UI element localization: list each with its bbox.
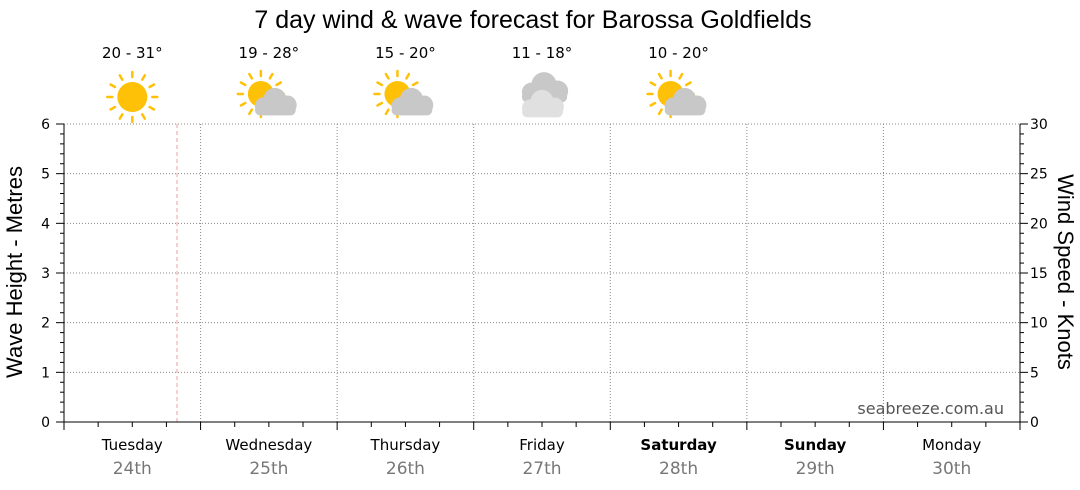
y-right-tick-label: 5 — [1030, 365, 1039, 381]
sun-ray — [248, 72, 254, 80]
y-axis-left-title: Wave Height - Metres — [2, 166, 27, 378]
y-left-tick-label: 4 — [41, 216, 50, 232]
sun-ray — [118, 113, 124, 120]
sun-ray — [239, 101, 247, 107]
day-date-label: 24th — [113, 459, 152, 479]
sun-ray — [405, 72, 411, 80]
y-right-tick-label: 0 — [1030, 415, 1039, 431]
watermark: seabreeze.com.au — [857, 399, 1004, 418]
sun-ray — [384, 72, 390, 80]
y-left-tick-label: 0 — [41, 415, 50, 431]
sun-ray — [411, 81, 419, 87]
day-date-label: 25th — [249, 459, 288, 479]
sun-ray — [268, 72, 274, 80]
y-right-tick-label: 25 — [1030, 167, 1048, 183]
tick-labels: 0 1 2 3 4 5 6 0 5 10 15 20 25 30 — [41, 117, 1048, 431]
cloud-base — [522, 106, 563, 118]
day-name-label: Saturday — [640, 436, 717, 454]
axes — [56, 123, 1028, 430]
cloud-base — [664, 104, 706, 116]
sun-ray — [275, 81, 283, 87]
sunny-icon — [106, 70, 159, 124]
sun-ray — [148, 105, 156, 111]
y-axis-right-title: Wind Speed - Knots — [1053, 174, 1078, 370]
temperature-range: 15 - 20° — [375, 44, 436, 62]
sun-ray — [109, 83, 117, 89]
sun-ray — [141, 74, 147, 81]
y-left-tick-label: 5 — [41, 167, 50, 183]
day-name-label: Friday — [519, 436, 565, 454]
day-date-label: 27th — [522, 459, 561, 479]
weather-forecast: 20 - 31° 19 - 28° 15 - 20° 11 - 18° 10 - 20° — [102, 44, 709, 124]
y-left-tick-label: 1 — [41, 365, 50, 381]
temperature-range: 20 - 31° — [102, 44, 163, 62]
day-name-label: Monday — [922, 436, 981, 454]
day-date-label: 28th — [659, 459, 698, 479]
day-labels: Tuesday 24th Wednesday 25th Thursday 26th Frid… — [101, 436, 982, 479]
day-name-label: Sunday — [784, 436, 847, 454]
partly-cloudy-icon — [646, 69, 707, 119]
y-right-tick-label: 30 — [1030, 117, 1048, 133]
partly-cloudy-icon — [373, 69, 434, 119]
cloud-shape — [522, 89, 564, 118]
sun-disc — [117, 82, 148, 112]
grid — [64, 123, 1020, 422]
sun-ray — [384, 108, 390, 116]
day-name-label: Thursday — [370, 436, 441, 454]
y-left-tick-label: 3 — [41, 266, 50, 282]
cloud-shape — [664, 87, 707, 116]
cloudy-icon — [521, 72, 569, 118]
day-name-label: Wednesday — [225, 436, 312, 454]
sun-ray — [141, 113, 147, 120]
temperature-range: 10 - 20° — [648, 44, 709, 62]
temperature-range: 11 - 18° — [512, 44, 573, 62]
sun-ray — [118, 74, 124, 81]
cloud-base — [254, 104, 296, 116]
y-left-tick-label: 6 — [41, 117, 50, 133]
sun-ray — [649, 101, 657, 107]
cloud-base — [391, 104, 433, 116]
y-left-tick-label: 2 — [41, 316, 50, 332]
sun-ray — [657, 108, 663, 116]
sun-ray — [248, 108, 254, 116]
sun-ray — [649, 81, 657, 87]
partly-cloudy-icon — [236, 69, 297, 119]
day-date-label: 29th — [796, 459, 835, 479]
sun-ray — [239, 81, 247, 87]
cloud-shape — [391, 87, 434, 116]
day-name-label: Tuesday — [101, 436, 163, 454]
sun-ray — [657, 72, 663, 80]
sun-ray — [376, 101, 384, 107]
temperature-range: 19 - 28° — [239, 44, 300, 62]
chart-title: 7 day wind & wave forecast for Barossa G… — [254, 6, 811, 34]
sun-ray — [684, 81, 692, 87]
sun-ray — [109, 105, 117, 111]
sun-ray — [148, 83, 156, 89]
sun-ray — [678, 72, 684, 80]
day-date-label: 30th — [932, 459, 971, 479]
sun-ray — [376, 81, 384, 87]
day-date-label: 26th — [386, 459, 425, 479]
cloud-shape — [254, 87, 297, 116]
y-right-tick-label: 10 — [1030, 316, 1048, 332]
y-right-tick-label: 20 — [1030, 216, 1048, 232]
y-right-tick-label: 15 — [1030, 266, 1048, 282]
